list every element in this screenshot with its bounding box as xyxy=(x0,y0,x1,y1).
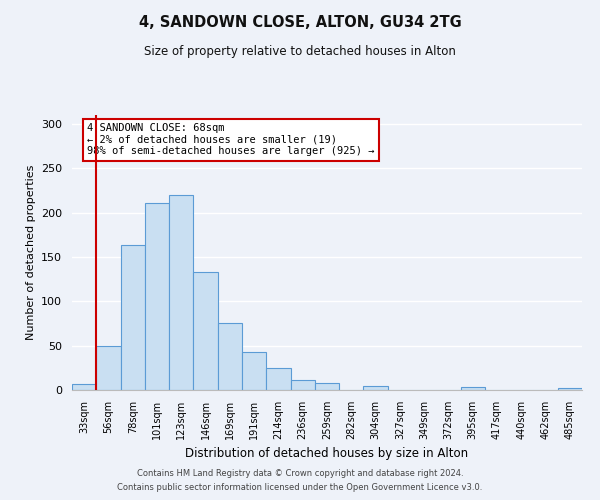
Bar xyxy=(364,386,388,390)
X-axis label: Distribution of detached houses by size in Alton: Distribution of detached houses by size … xyxy=(185,448,469,460)
Bar xyxy=(315,383,339,390)
Bar xyxy=(242,352,266,390)
Text: 4, SANDOWN CLOSE, ALTON, GU34 2TG: 4, SANDOWN CLOSE, ALTON, GU34 2TG xyxy=(139,15,461,30)
Bar xyxy=(218,324,242,390)
Text: Contains HM Land Registry data © Crown copyright and database right 2024.: Contains HM Land Registry data © Crown c… xyxy=(137,468,463,477)
Bar xyxy=(461,388,485,390)
Bar xyxy=(121,246,145,390)
Text: Size of property relative to detached houses in Alton: Size of property relative to detached ho… xyxy=(144,45,456,58)
Bar xyxy=(558,388,582,390)
Bar xyxy=(169,195,193,390)
Bar xyxy=(193,272,218,390)
Bar xyxy=(96,346,121,390)
Bar xyxy=(72,384,96,390)
Bar xyxy=(266,368,290,390)
Bar xyxy=(145,203,169,390)
Y-axis label: Number of detached properties: Number of detached properties xyxy=(26,165,35,340)
Text: 4 SANDOWN CLOSE: 68sqm
← 2% of detached houses are smaller (19)
98% of semi-deta: 4 SANDOWN CLOSE: 68sqm ← 2% of detached … xyxy=(88,123,375,156)
Text: Contains public sector information licensed under the Open Government Licence v3: Contains public sector information licen… xyxy=(118,484,482,492)
Bar xyxy=(290,380,315,390)
